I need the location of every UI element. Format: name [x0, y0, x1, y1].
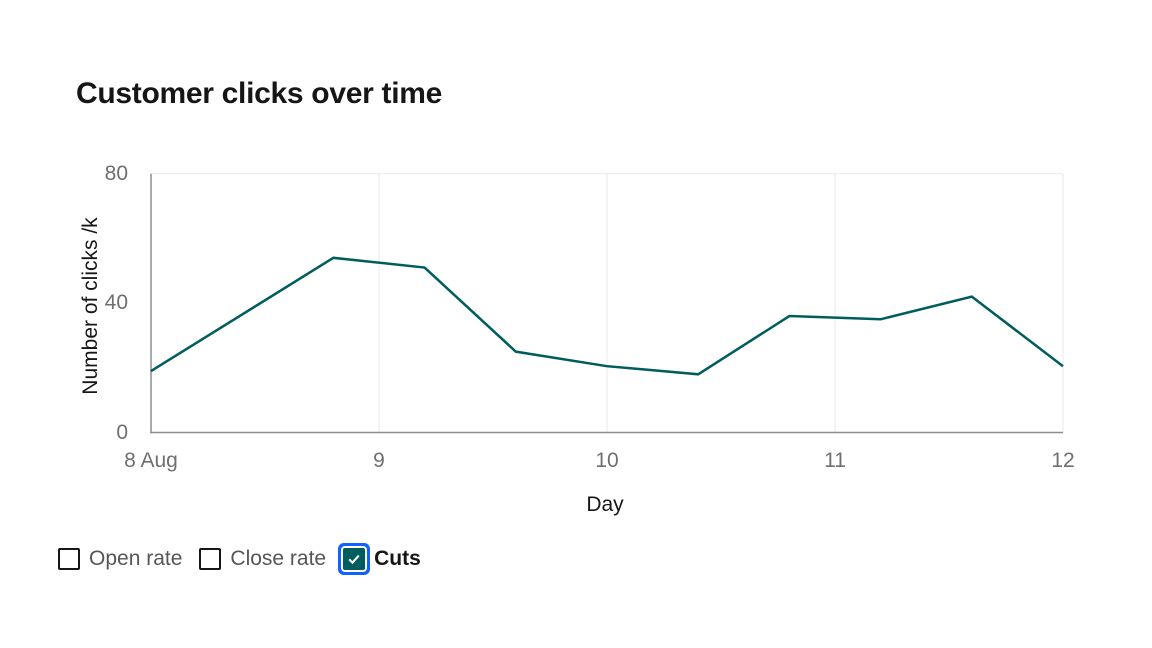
series-line-cuts	[150, 256, 1064, 376]
y-tick-label: 0	[116, 420, 128, 444]
line-plot	[150, 173, 1064, 434]
legend-item-cuts[interactable]: Cuts	[343, 547, 421, 571]
x-tick-label: 9	[373, 449, 385, 472]
legend-label-cuts: Cuts	[374, 547, 421, 570]
legend-item-open-rate[interactable]: Open rate	[58, 547, 182, 571]
legend-checkbox-close-rate[interactable]	[199, 548, 222, 570]
y-tick-label: 40	[104, 291, 128, 315]
x-tick-label: 11	[824, 449, 846, 472]
checkmark-icon	[348, 554, 360, 565]
x-tick-label: 10	[595, 449, 619, 472]
x-tick-label: 12	[1051, 449, 1075, 472]
legend-item-close-rate[interactable]: Close rate	[199, 547, 326, 571]
legend-checkbox-open-rate[interactable]	[58, 548, 80, 570]
legend-label-close-rate: Close rate	[230, 547, 327, 570]
chart-title: Customer clicks over time	[76, 77, 442, 110]
legend-checkbox-cuts[interactable]	[343, 548, 366, 570]
legend-label-open-rate: Open rate	[89, 547, 183, 570]
y-tick-label: 80	[104, 161, 128, 185]
legend: Open rate Close rate Cuts	[58, 547, 421, 571]
x-tick-label: 8 Aug	[124, 449, 178, 472]
x-axis-title: Day	[586, 493, 624, 516]
